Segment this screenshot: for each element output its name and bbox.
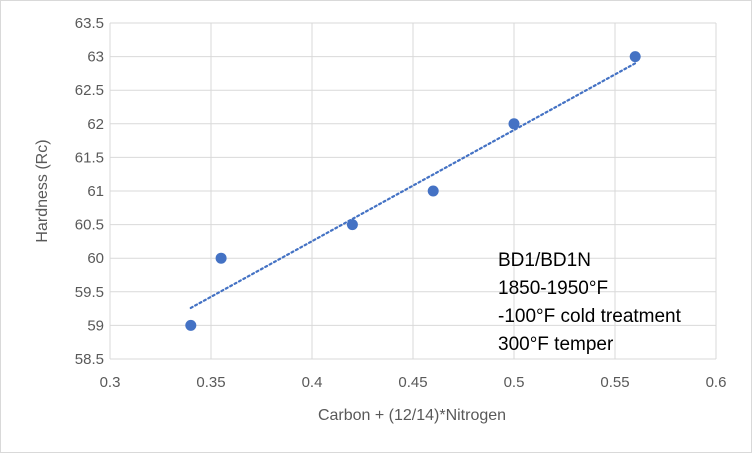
data-point	[346, 219, 358, 231]
annotation-text: BD1/BD1N 1850-1950°F -100°F cold treatme…	[498, 250, 682, 355]
x-tick-labels: 0.3 0.35 0.4 0.45 0.5 0.55 0.6	[100, 374, 727, 391]
y-tick-label: 62	[87, 116, 104, 133]
y-tick-label: 59	[87, 317, 104, 334]
gridlines	[109, 22, 717, 360]
x-axis-title: Carbon + (12/14)*Nitrogen	[318, 407, 506, 424]
annotation-line-2: 1850-1950°F	[498, 278, 608, 299]
data-point	[629, 51, 641, 63]
y-tick-label: 63	[87, 49, 104, 66]
trendline	[189, 62, 637, 310]
annotation-line-4: 300°F temper	[498, 334, 614, 355]
x-tick-label: 0.5	[504, 374, 525, 391]
data-point	[427, 185, 439, 197]
y-tick-label: 63.5	[75, 15, 104, 32]
data-points	[185, 51, 641, 331]
y-axis-title: Hardness (Rc)	[34, 139, 51, 242]
annotation-line-1: BD1/BD1N	[498, 250, 591, 271]
trendline-group	[189, 62, 637, 310]
y-tick-label: 60.5	[75, 217, 104, 234]
data-point	[185, 319, 197, 331]
y-tick-label: 58.5	[75, 351, 104, 368]
y-tick-label: 61	[87, 183, 104, 200]
x-tick-label: 0.4	[302, 374, 323, 391]
x-tick-label: 0.3	[100, 374, 121, 391]
data-point	[508, 118, 520, 130]
y-tick-label: 59.5	[75, 284, 104, 301]
x-tick-label: 0.55	[600, 374, 629, 391]
annotation-line-3: -100°F cold treatment	[498, 306, 682, 327]
data-point	[215, 252, 227, 264]
x-tick-label: 0.45	[398, 374, 427, 391]
x-tick-label: 0.35	[196, 374, 225, 391]
y-tick-label: 62.5	[75, 82, 104, 99]
y-tick-label: 60	[87, 250, 104, 267]
y-tick-label: 61.5	[75, 149, 104, 166]
x-tick-label: 0.6	[706, 374, 727, 391]
y-tick-labels: 58.5 59 59.5 60 60.5 61 61.5 62 62.5 63 63.5	[75, 15, 104, 368]
